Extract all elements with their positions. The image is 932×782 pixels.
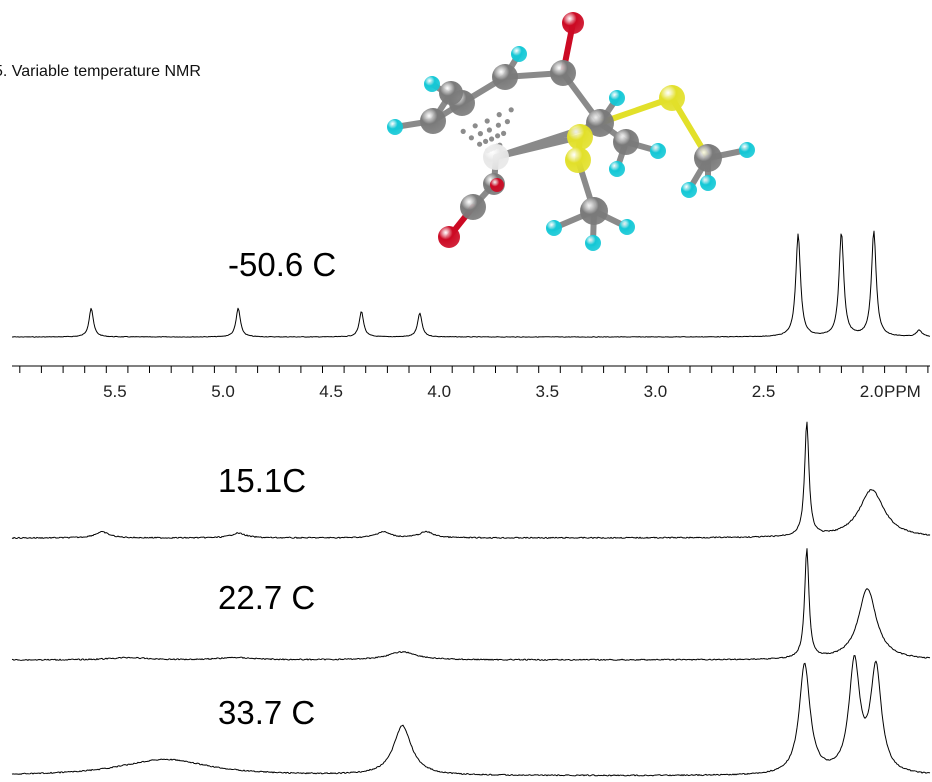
spectrum-trace xyxy=(11,230,931,338)
hydrogen-atom xyxy=(650,143,666,159)
carbon-atom xyxy=(439,81,463,105)
pi-interaction-dot xyxy=(472,123,478,129)
pi-interaction-dot xyxy=(495,133,501,139)
pi-interaction-dot xyxy=(477,141,483,147)
hydrogen-atom xyxy=(609,90,625,106)
hydrogen-atom xyxy=(681,182,697,198)
pi-interaction-dot xyxy=(484,118,490,124)
spectrum-trace xyxy=(11,421,931,539)
spectrum-2: 15.1C xyxy=(11,421,931,539)
spectrum-1: -50.6 C xyxy=(11,230,931,338)
temperature-label: 22.7 C xyxy=(218,579,315,616)
pi-interaction-dot xyxy=(468,135,474,141)
spectrum-4: 33.7 C xyxy=(11,655,931,777)
pi-interaction-dot xyxy=(477,131,483,137)
pi-interaction-dot xyxy=(496,112,502,118)
carbon-atom xyxy=(460,194,486,220)
oxygen-atom xyxy=(490,178,504,192)
tick-label: 2.0 xyxy=(860,382,884,401)
tick-label: 3.0 xyxy=(644,382,668,401)
tick-label: 3.5 xyxy=(536,382,560,401)
hydrogen-atom xyxy=(546,220,562,236)
tick-label: 5.0 xyxy=(211,382,235,401)
pi-interaction-dot xyxy=(460,128,466,134)
carbon-atom xyxy=(586,109,614,137)
axis-unit-label: PPM xyxy=(884,382,921,401)
carbon-atom xyxy=(694,144,722,172)
hydrogen-atom xyxy=(739,142,755,158)
carbon-atom xyxy=(580,197,608,225)
pi-interaction-dot xyxy=(501,130,507,136)
hydrogen-atom xyxy=(619,219,635,235)
ppm-axis: 5.5 5.0 4.5 4.0 3.5 3.0 2.5 2.0 PPM xyxy=(12,365,930,401)
pi-interaction-dot xyxy=(508,107,514,113)
tick-label: 2.5 xyxy=(752,382,776,401)
carbon-atom xyxy=(550,60,576,86)
temperature-label: 33.7 C xyxy=(218,694,315,731)
hydrogen-atom xyxy=(424,76,440,92)
pi-interaction-dot xyxy=(489,136,495,142)
spectra-stack: -50.6 C 15.1C 22.7 C 33.7 C xyxy=(11,230,931,777)
pi-interaction-dot xyxy=(504,119,510,125)
hydrogen-atom xyxy=(609,161,625,177)
spectrum-trace xyxy=(11,548,931,661)
oxygen-atom xyxy=(438,226,460,248)
sulfur-atom xyxy=(567,124,593,150)
hydrogen-atom xyxy=(700,175,716,191)
sulfur-atom xyxy=(659,85,685,111)
tick-label: 4.0 xyxy=(427,382,451,401)
sulfur-atom xyxy=(565,147,591,173)
molecule-ball-and-stick-model xyxy=(387,12,755,251)
carbon-atom xyxy=(420,108,446,134)
temperature-label: 15.1C xyxy=(218,462,306,499)
oxygen-atom xyxy=(562,12,584,34)
hydrogen-atom xyxy=(387,119,403,135)
carbon-atom xyxy=(613,129,639,155)
temperature-label: -50.6 C xyxy=(228,246,336,283)
tick-label: 4.5 xyxy=(319,382,343,401)
pi-interaction-dot xyxy=(483,138,489,144)
tick-label: 5.5 xyxy=(103,382,127,401)
spectrum-trace xyxy=(11,655,931,777)
figure-caption: 5. Variable temperature NMR xyxy=(0,63,201,80)
hydrogen-atom xyxy=(511,46,527,62)
pi-interaction-dot xyxy=(495,122,501,128)
pi-interaction-dot xyxy=(486,127,492,133)
hydrogen-atom xyxy=(585,235,601,251)
spectrum-3: 22.7 C xyxy=(11,548,931,661)
carbon-atom xyxy=(492,64,518,90)
metal-atom xyxy=(483,144,509,170)
